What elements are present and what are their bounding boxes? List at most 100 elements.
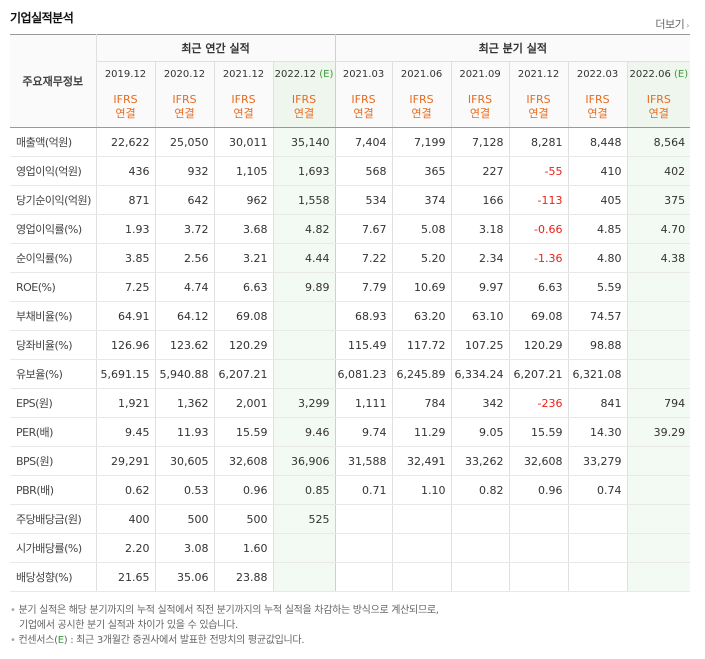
estimate-marker: (E): [674, 69, 689, 80]
table-cell: 3.85: [95, 243, 155, 273]
table-cell: 4.74: [154, 272, 214, 302]
table-cell: [567, 504, 628, 534]
table-cell: 1,921: [95, 388, 155, 418]
table-cell: 500: [213, 504, 273, 534]
table-cell: 9.46: [272, 417, 336, 447]
table-row: 당좌비율(%) 126.96 123.62 120.29 115.49 117.72 107…: [10, 330, 691, 360]
table-cell: -113: [508, 185, 569, 215]
table-cell: [626, 301, 691, 331]
table-cell: 123.62: [154, 330, 214, 360]
table-cell: [626, 562, 691, 592]
ifrs-label: IFRS 연결: [626, 87, 691, 128]
row-label: PER(배): [10, 417, 96, 447]
table-cell: 64.12: [154, 301, 214, 331]
period-header: 2021.03: [334, 61, 393, 87]
table-cell: [272, 359, 336, 389]
table-cell: 534: [334, 185, 393, 215]
ifrs-label: IFRS 연결: [391, 87, 452, 128]
more-label[interactable]: 더보기: [655, 18, 685, 31]
table-cell: 2.56: [154, 243, 214, 273]
footnote-1-cont: 기업에서 공시한 분기 실적과 차이가 있을 수 있습니다.: [19, 620, 238, 631]
table-cell: 9.89: [272, 272, 336, 302]
row-label: 배당성향(%): [10, 562, 96, 592]
table-cell: 120.29: [508, 330, 569, 360]
ifrs-label: IFRS 연결: [272, 87, 336, 128]
table-cell: 0.74: [567, 475, 628, 505]
row-label: 영업이익(억원): [10, 156, 96, 186]
table-row: 영업이익(억원) 436 932 1,105 1,693 568 365 227 -55 410 4…: [10, 156, 691, 186]
table-cell: 5.59: [567, 272, 628, 302]
table-cell: 6,334.24: [450, 359, 510, 389]
table-cell: 8,564: [626, 127, 691, 157]
table-row: 당기순이익(억원) 871 642 962 1,558 534 374 166 -113 405 3…: [10, 185, 691, 215]
table-cell: [272, 562, 336, 592]
table-cell: 63.10: [450, 301, 510, 331]
table-cell: [334, 562, 393, 592]
table-cell: 3.18: [450, 214, 510, 244]
table-cell: 1,111: [334, 388, 393, 418]
more-link[interactable]: 더보기 ›: [655, 16, 689, 32]
period-header: 2019.12: [95, 61, 155, 87]
footnotes: • 분기 실적은 해당 분기까지의 누적 실적에서 직전 분기까지의 누적 실적…: [10, 603, 439, 648]
table-row: PER(배) 9.45 11.93 15.59 9.46 9.74 11.29 9.05 15.…: [10, 417, 691, 447]
table-cell: 9.45: [95, 417, 155, 447]
table-cell: 32,608: [508, 446, 569, 476]
table-cell: 3,299: [272, 388, 336, 418]
table-cell: 402: [626, 156, 691, 186]
table-cell: 5,940.88: [154, 359, 214, 389]
period-header: 2021.09: [450, 61, 510, 87]
ifrs-label: IFRS 연결: [450, 87, 510, 128]
ifrs-label: IFRS 연결: [334, 87, 393, 128]
table-row: 유보율(%) 5,691.15 5,940.88 6,207.21 6,081.23 6,…: [10, 359, 691, 389]
table-cell: [450, 504, 510, 534]
table-cell: 1.93: [95, 214, 155, 244]
estimate-marker: (E): [319, 69, 334, 80]
table-body: 매출액(억원) 22,622 25,050 30,011 35,140 7,404 7,19…: [10, 127, 691, 592]
table-cell: [508, 533, 569, 563]
table-cell: 1,362: [154, 388, 214, 418]
table-cell: 5.20: [391, 243, 452, 273]
table-cell: 74.57: [567, 301, 628, 331]
table-cell: [450, 533, 510, 563]
table-cell: 6.63: [508, 272, 569, 302]
table-cell: 32,608: [213, 446, 273, 476]
table-cell: 10.69: [391, 272, 452, 302]
table-cell: 0.82: [450, 475, 510, 505]
ifrs-label: IFRS 연결: [508, 87, 569, 128]
table-cell: 642: [154, 185, 214, 215]
table-cell: 342: [450, 388, 510, 418]
table-cell: 841: [567, 388, 628, 418]
ifrs-label: IFRS 연결: [213, 87, 273, 128]
table-cell: 4.82: [272, 214, 336, 244]
table-cell: 32,491: [391, 446, 452, 476]
table-row: 부채비율(%) 64.91 64.12 69.08 68.93 63.20 63.10 69.…: [10, 301, 691, 331]
table-cell: 115.49: [334, 330, 393, 360]
quarter-group-header: 최근 분기 실적: [334, 34, 691, 62]
table-cell: [626, 504, 691, 534]
table-cell: 436: [95, 156, 155, 186]
row-label: 영업이익률(%): [10, 214, 96, 244]
table-cell: 3.08: [154, 533, 214, 563]
table-cell: 6.63: [213, 272, 273, 302]
table-cell: 0.96: [508, 475, 569, 505]
table-cell: 568: [334, 156, 393, 186]
table-cell: 9.05: [450, 417, 510, 447]
row-label: 당기순이익(억원): [10, 185, 96, 215]
table-cell: 64.91: [95, 301, 155, 331]
table-row: 순이익률(%) 3.85 2.56 3.21 4.44 7.22 5.20 2.34 -1.36…: [10, 243, 691, 273]
table-cell: 63.20: [391, 301, 452, 331]
table-cell: 117.72: [391, 330, 452, 360]
table-row: EPS(원) 1,921 1,362 2,001 3,299 1,111 784 342 -23…: [10, 388, 691, 418]
table-cell: 25,050: [154, 127, 214, 157]
table-cell: 15.59: [508, 417, 569, 447]
table-cell: 11.29: [391, 417, 452, 447]
ifrs-label: IFRS 연결: [567, 87, 628, 128]
table-row: 배당성향(%) 21.65 35.06 23.88: [10, 562, 691, 592]
table-cell: 0.96: [213, 475, 273, 505]
table-cell: 8,448: [567, 127, 628, 157]
row-label: 시가배당률(%): [10, 533, 96, 563]
ifrs-label: IFRS 연결: [154, 87, 214, 128]
table-cell: 22,622: [95, 127, 155, 157]
table-cell: 1,105: [213, 156, 273, 186]
row-header-label: 주요재무정보: [10, 34, 96, 128]
